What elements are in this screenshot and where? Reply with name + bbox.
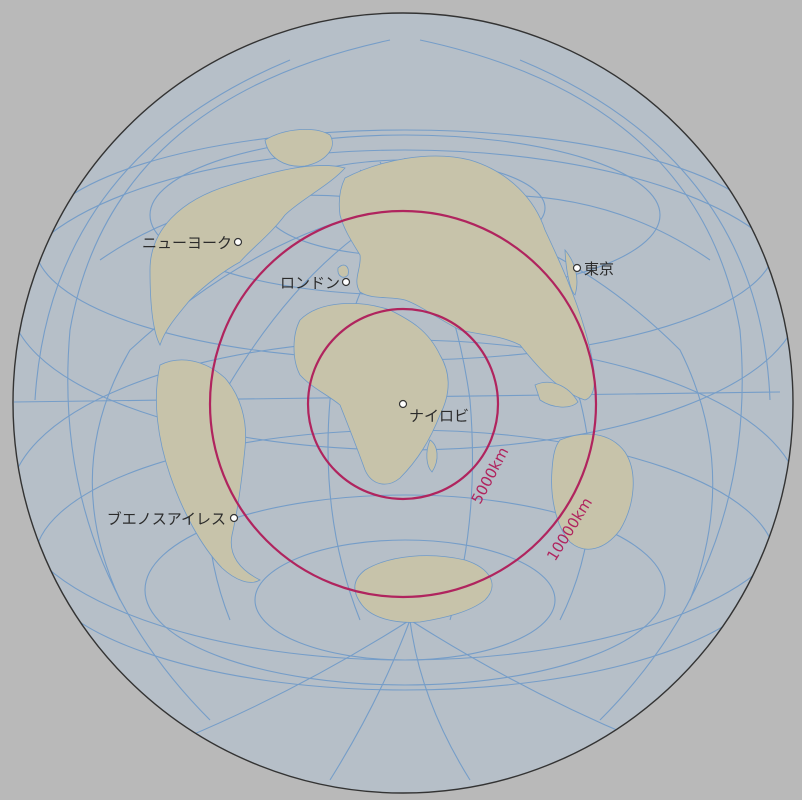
city-label-buenos-aires: ブエノスアイレス xyxy=(107,510,226,528)
land xyxy=(149,129,634,623)
meridian-line xyxy=(409,619,641,741)
antarctica xyxy=(354,555,493,623)
city-marker-london xyxy=(341,277,351,287)
meridian-line xyxy=(34,59,291,401)
city-label-nairobi: ナイロビ xyxy=(409,407,469,425)
ring-5000km xyxy=(306,307,500,501)
meridian-line xyxy=(329,619,411,781)
city-label-new-york: ニューヨーク xyxy=(142,234,232,252)
uk-isles xyxy=(337,264,349,278)
africa xyxy=(293,303,449,485)
city-marker-buenos-aires xyxy=(229,513,239,523)
distance-rings xyxy=(208,209,598,599)
north-america xyxy=(149,165,346,347)
city-label-london: ロンドン xyxy=(280,274,340,292)
madagascar xyxy=(426,439,438,473)
meridian-line xyxy=(179,619,411,741)
japan xyxy=(564,248,578,296)
ring-10000km xyxy=(208,209,598,599)
globe-outline xyxy=(12,12,794,794)
meridian-line xyxy=(419,39,743,721)
city-marker-nairobi xyxy=(398,399,408,409)
city-marker-new-york xyxy=(233,237,243,247)
meridian-line xyxy=(519,59,771,401)
australia xyxy=(551,433,634,550)
greenland xyxy=(264,129,333,167)
city-marker-tokyo xyxy=(572,263,582,273)
eurasia xyxy=(338,155,595,401)
latitude-line xyxy=(144,494,666,686)
meridian-line xyxy=(91,204,406,601)
meridian-line xyxy=(409,619,471,781)
southeast-asia xyxy=(534,381,579,408)
south-america xyxy=(156,359,261,583)
meridian-line xyxy=(67,39,391,721)
city-label-tokyo: 東京 xyxy=(584,260,614,278)
city-markers xyxy=(229,237,582,523)
